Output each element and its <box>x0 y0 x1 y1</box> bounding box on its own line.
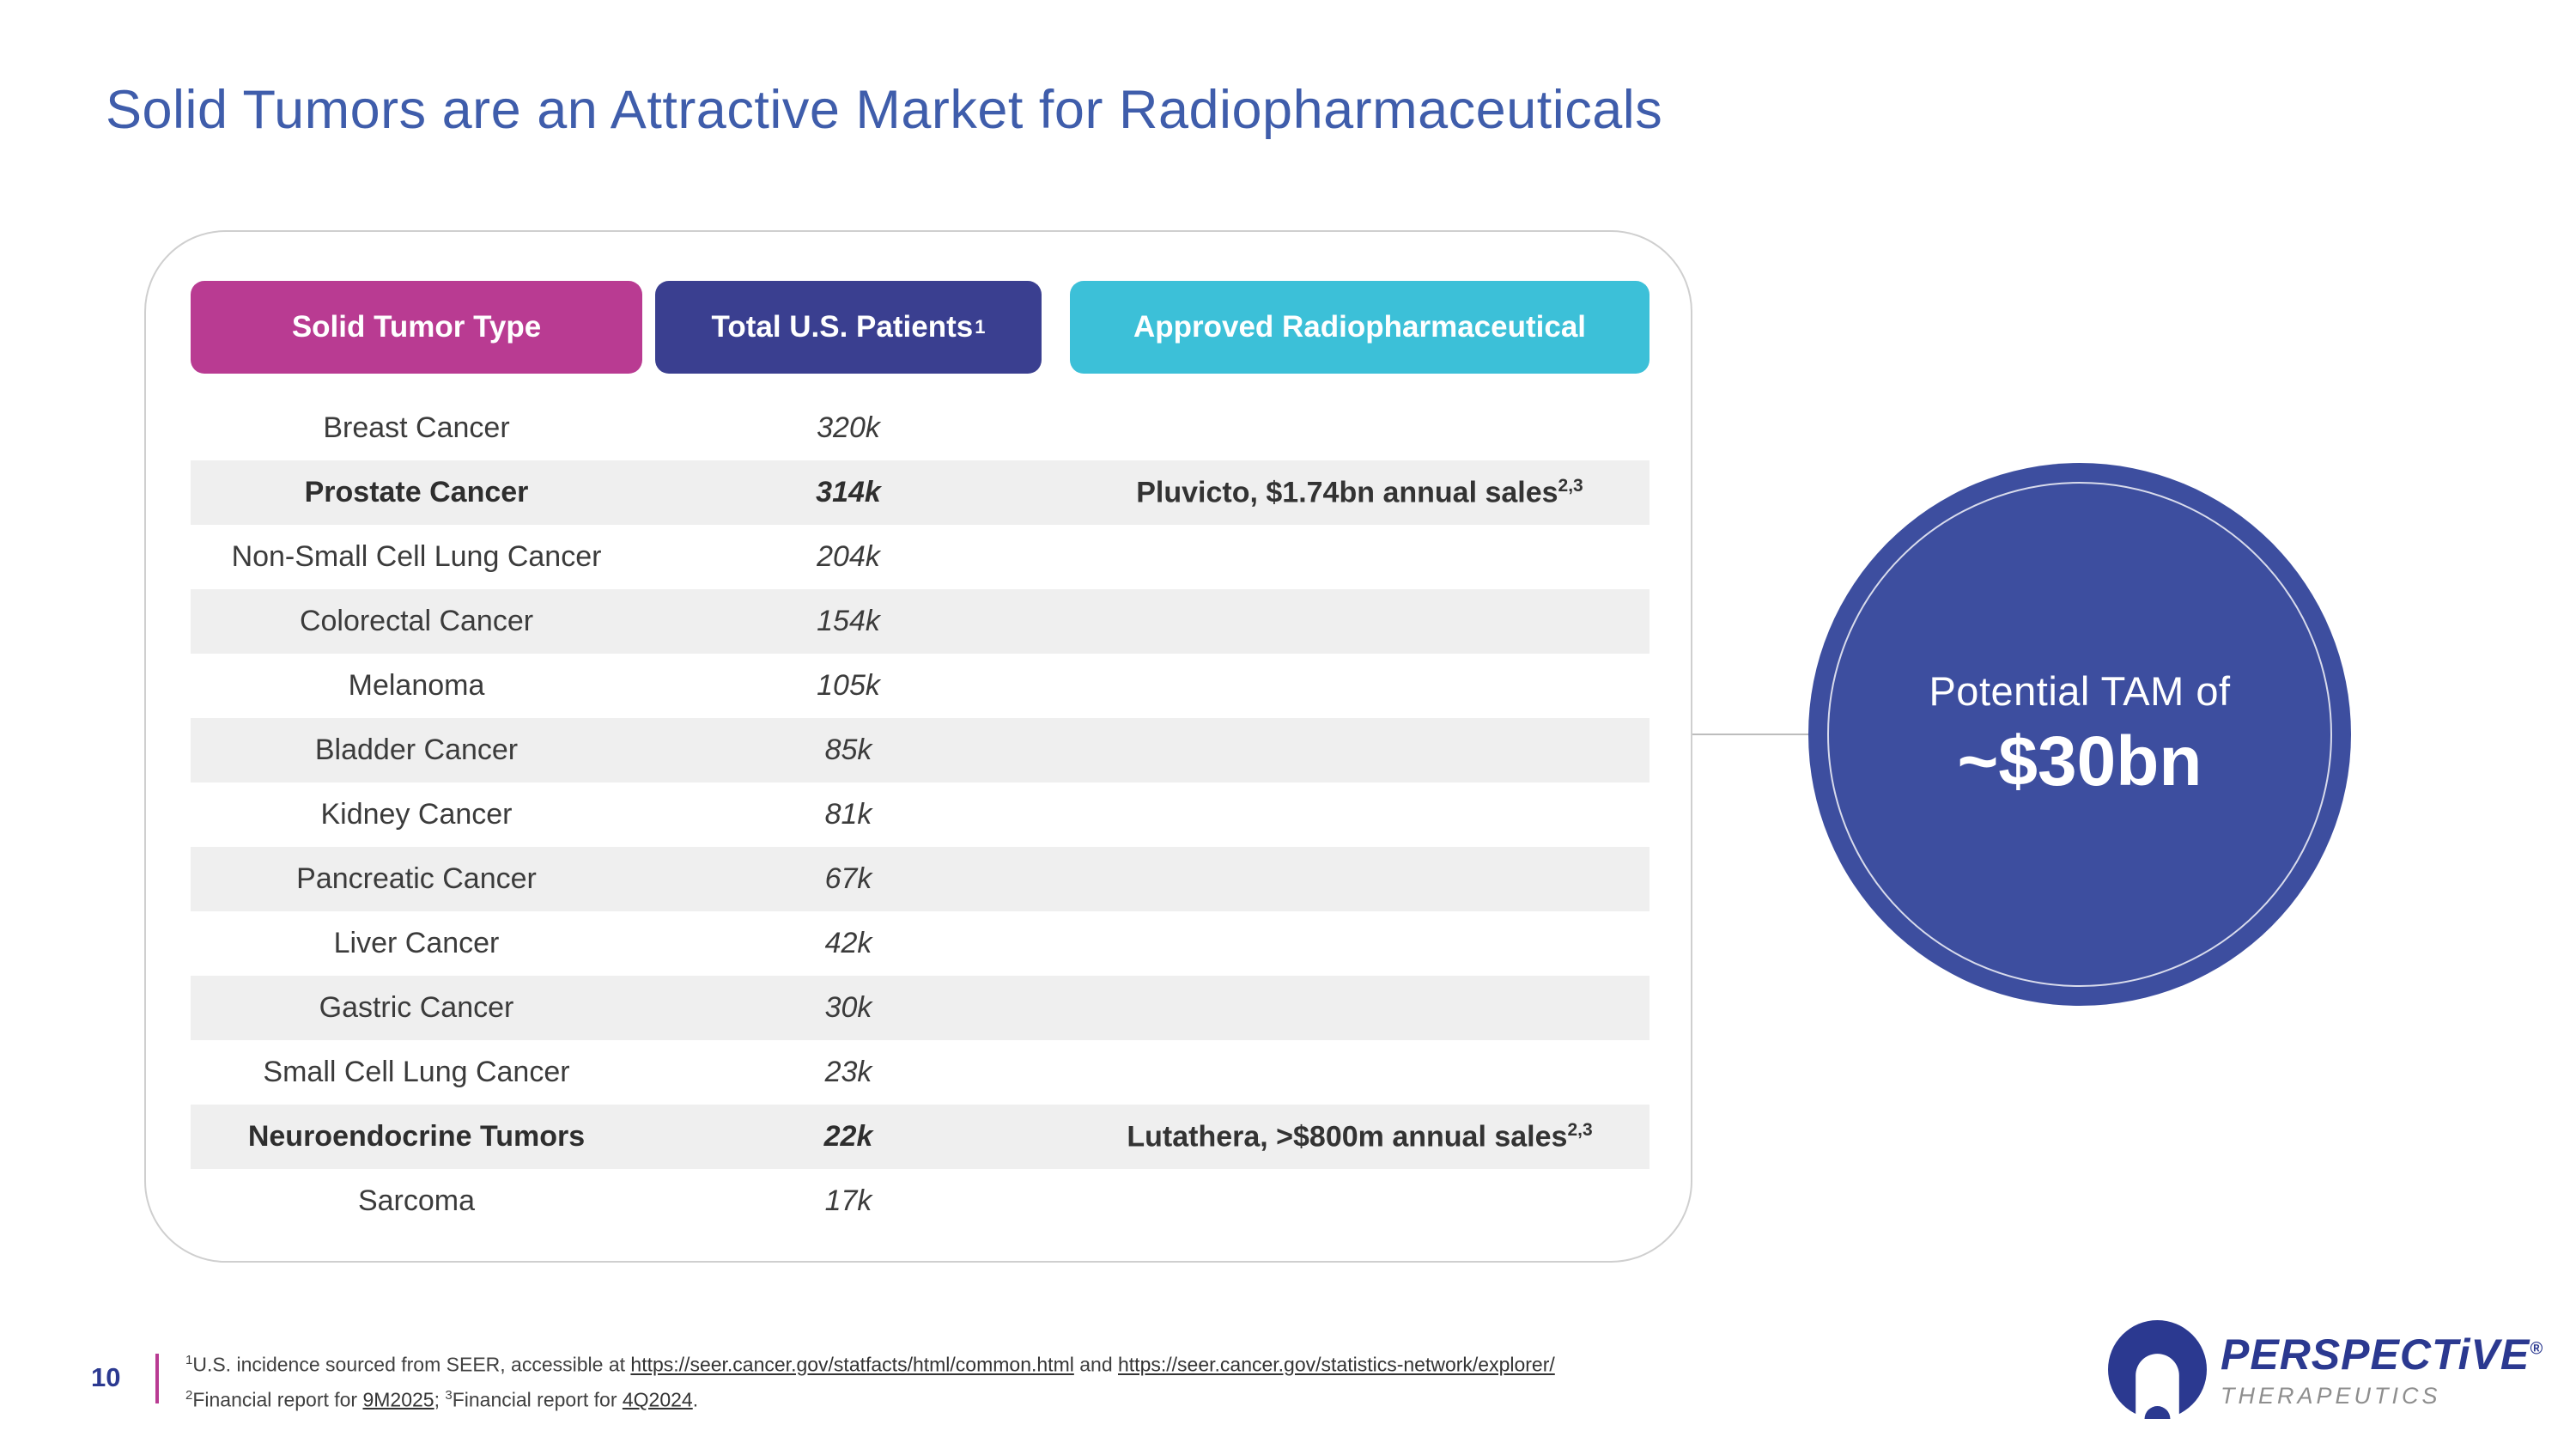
column-header-label: Approved Radiopharmaceutical <box>1133 310 1587 344</box>
footnote-marker: 2,3 <box>1567 1119 1593 1140</box>
page-number: 10 <box>91 1362 121 1392</box>
table-row: Prostate Cancer 314k Pluvicto, $1.74bn ann… <box>191 460 1649 525</box>
table-row: Liver Cancer 42k <box>191 911 1649 976</box>
seer-explorer-link[interactable]: https://seer.cancer.gov/statistics-netwo… <box>1118 1353 1555 1376</box>
tumor-type-cell: Non-Small Cell Lung Cancer <box>231 540 602 573</box>
table-row: Neuroendocrine Tumors 22k Lutathera, >$800… <box>191 1105 1649 1169</box>
patients-cell: 23k <box>824 1056 872 1088</box>
patients-cell: 81k <box>824 798 872 831</box>
tumor-type-cell: Neuroendocrine Tumors <box>247 1120 586 1153</box>
tam-label: Potential TAM of <box>1929 667 2231 714</box>
table-row: Small Cell Lung Cancer 23k <box>191 1040 1649 1105</box>
tumor-type-cell: Prostate Cancer <box>304 476 529 508</box>
perspective-logo-icon <box>2108 1320 2207 1419</box>
footer-divider <box>155 1354 159 1403</box>
patients-cell: 67k <box>824 862 872 895</box>
patients-cell: 105k <box>817 669 880 702</box>
tumor-type-cell: Small Cell Lung Cancer <box>263 1056 570 1088</box>
footnote-line-1: 1U.S. incidence sourced from SEER, acces… <box>185 1345 1555 1380</box>
table-row: Breast Cancer 320k <box>191 396 1649 460</box>
table-row: Non-Small Cell Lung Cancer 204k <box>191 525 1649 589</box>
registered-mark: ® <box>2530 1339 2543 1359</box>
report-4q2024-link[interactable]: 4Q2024 <box>622 1388 693 1411</box>
footnote-text: . <box>692 1388 699 1411</box>
logo-name: PERSPECTiVE® <box>2221 1330 2543 1379</box>
tumor-type-cell: Liver Cancer <box>333 927 500 959</box>
patients-cell: 154k <box>817 605 880 637</box>
footnote-marker: 1 <box>975 316 986 338</box>
tumor-type-cell: Bladder Cancer <box>314 734 519 766</box>
tumor-type-cell: Melanoma <box>348 669 485 702</box>
connector-line <box>1692 734 1817 735</box>
patients-cell: 17k <box>824 1184 872 1217</box>
tumor-type-cell: Breast Cancer <box>323 411 510 444</box>
patients-cell: 22k <box>823 1120 873 1153</box>
footnote-text: Financial report for <box>192 1388 363 1411</box>
company-logo: PERSPECTiVE® THERAPEUTICS <box>2108 1320 2543 1419</box>
footnote-marker: 1 <box>185 1353 193 1367</box>
footnote-text: ; <box>434 1388 446 1411</box>
column-header-tumor-type: Solid Tumor Type <box>191 281 642 374</box>
footnote-text: Financial report for <box>452 1388 623 1411</box>
approved-radiopharmaceutical-cell: Pluvicto, $1.74bn annual sales2,3 <box>1136 475 1583 509</box>
footnote-marker: 2 <box>185 1387 193 1403</box>
tam-circle: Potential TAM of ~$30bn <box>1808 463 2351 1006</box>
table-row: Sarcoma 17k <box>191 1169 1649 1233</box>
footnote-text: U.S. incidence sourced from SEER, access… <box>192 1353 631 1376</box>
logo-subtitle: THERAPEUTICS <box>2221 1383 2441 1409</box>
patients-cell: 204k <box>817 540 880 573</box>
approved-radiopharmaceutical-cell: Lutathera, >$800m annual sales2,3 <box>1127 1119 1593 1154</box>
tumor-type-cell: Gastric Cancer <box>319 991 514 1024</box>
table-row: Melanoma 105k <box>191 654 1649 718</box>
column-header-approved: Approved Radiopharmaceutical <box>1070 281 1649 374</box>
footnote-line-2: 2Financial report for 9M2025; 3Financial… <box>185 1380 1555 1416</box>
table-row: Gastric Cancer 30k <box>191 976 1649 1040</box>
patients-cell: 85k <box>824 734 872 766</box>
patients-cell: 30k <box>824 991 872 1024</box>
table-row: Bladder Cancer 85k <box>191 718 1649 782</box>
page-title: Solid Tumors are an Attractive Market fo… <box>106 80 1663 140</box>
footnote-marker: 3 <box>445 1387 453 1403</box>
table-row: Kidney Cancer 81k <box>191 782 1649 847</box>
logo-wordmark: PERSPECTiVE® THERAPEUTICS <box>2221 1330 2543 1409</box>
patients-cell: 42k <box>824 927 872 959</box>
footnote-marker: 2,3 <box>1558 475 1583 496</box>
column-header-label: Total U.S. Patients <box>711 310 974 344</box>
tumor-type-cell: Pancreatic Cancer <box>296 862 537 895</box>
tumor-type-cell: Kidney Cancer <box>320 798 513 831</box>
patients-cell: 314k <box>816 476 881 508</box>
table-row: Colorectal Cancer 154k <box>191 589 1649 654</box>
tumor-table-panel: Solid Tumor Type Total U.S. Patients 1 Ap… <box>144 230 1692 1263</box>
seer-statfacts-link[interactable]: https://seer.cancer.gov/statfacts/html/c… <box>630 1353 1074 1376</box>
column-header-label: Solid Tumor Type <box>291 310 542 344</box>
tumor-type-cell: Colorectal Cancer <box>299 605 534 637</box>
column-header-patients: Total U.S. Patients 1 <box>655 281 1042 374</box>
footnote-text: and <box>1073 1353 1118 1376</box>
report-9m2025-link[interactable]: 9M2025 <box>362 1388 434 1411</box>
patients-cell: 320k <box>817 411 880 444</box>
tam-value: ~$30bn <box>1957 721 2202 801</box>
table-rows: Breast Cancer 320k Prostate Cancer 314k Pluv… <box>191 396 1649 1233</box>
table-row: Pancreatic Cancer 67k <box>191 847 1649 911</box>
logo-name-text: PERSPECTiVE <box>2221 1330 2530 1379</box>
footnotes: 1U.S. incidence sourced from SEER, acces… <box>185 1345 1555 1415</box>
tumor-type-cell: Sarcoma <box>357 1184 476 1217</box>
